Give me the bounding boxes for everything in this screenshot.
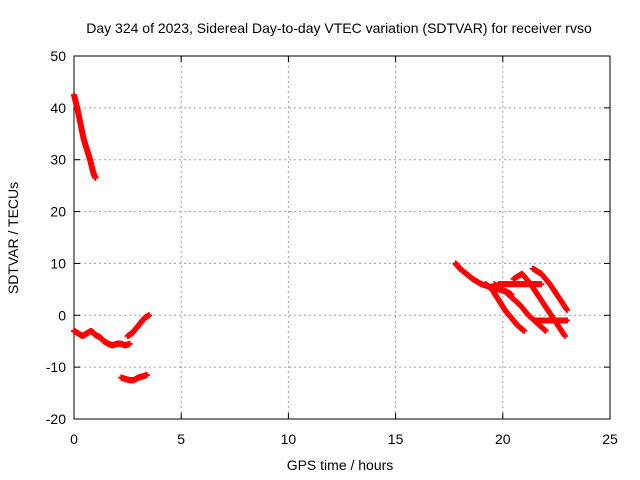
y-tick-label: 0 <box>58 307 66 323</box>
track-4 <box>118 371 150 384</box>
x-tick-label: 10 <box>281 431 297 447</box>
y-tick-label: 50 <box>50 48 66 64</box>
track-6 <box>482 281 528 334</box>
y-tick-labels: -20 -10 0 10 20 30 40 50 <box>46 48 66 427</box>
track-11 <box>531 317 571 324</box>
track-10 <box>529 265 571 314</box>
track-3 <box>124 312 153 340</box>
data-point <box>92 174 99 181</box>
y-axis-label: SDTVAR / TECUs <box>5 182 21 294</box>
data-point <box>564 307 571 314</box>
grid <box>74 56 610 419</box>
data-points <box>71 91 571 384</box>
plot-frame <box>73 55 611 420</box>
x-tick-labels: 0 5 10 15 20 25 <box>70 431 618 447</box>
track-2 <box>71 327 133 349</box>
y-tick-label: 40 <box>50 100 66 116</box>
data-point <box>542 327 549 334</box>
y-tick-label: -20 <box>46 411 66 427</box>
x-tick-label: 20 <box>495 431 511 447</box>
y-tick-label: 20 <box>50 204 66 220</box>
x-tick-label: 5 <box>177 431 185 447</box>
chart-title: Day 324 of 2023, Sidereal Day-to-day VTE… <box>86 20 592 36</box>
data-point <box>521 327 528 334</box>
data-point <box>146 312 153 319</box>
data-point <box>561 333 568 340</box>
data-point <box>126 340 133 347</box>
x-tick-label: 25 <box>602 431 618 447</box>
y-tick-label: -10 <box>46 359 66 375</box>
track-1 <box>71 91 99 181</box>
track-9 <box>495 281 545 288</box>
y-tick-label: 10 <box>50 255 66 271</box>
data-point <box>564 317 571 324</box>
data-point <box>538 281 545 288</box>
x-tick-label: 0 <box>70 431 78 447</box>
x-axis-label: GPS time / hours <box>287 457 394 473</box>
axis-ticks <box>73 55 611 420</box>
x-tick-label: 15 <box>388 431 404 447</box>
data-point <box>143 371 150 378</box>
y-tick-label: 30 <box>50 152 66 168</box>
